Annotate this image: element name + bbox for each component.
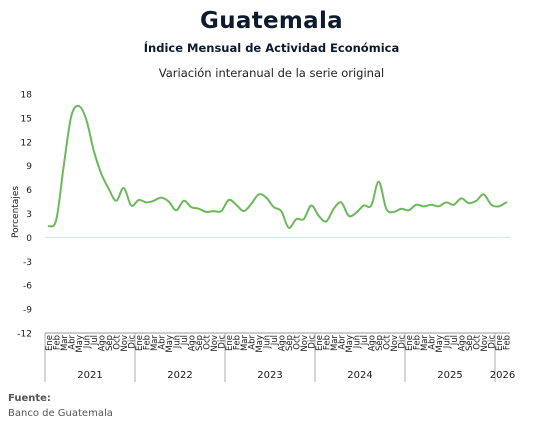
x-tick-label: Sep	[285, 335, 295, 351]
x-tick-label: Ago	[457, 335, 467, 351]
x-tick-label: Sep	[195, 335, 205, 351]
y-tick-label: 15	[21, 114, 32, 124]
x-tick-label: Feb	[412, 335, 422, 350]
y-tick-label: 9	[26, 162, 32, 172]
y-tick-label: 0	[26, 234, 32, 244]
x-tick-label: Ene	[495, 335, 505, 351]
x-tick-label: Jul	[180, 335, 190, 346]
x-tick-label: Oct	[292, 334, 302, 349]
x-tick-label: May	[165, 335, 175, 353]
y-tick-label: 3	[26, 210, 32, 220]
year-label: 2026	[490, 370, 515, 381]
x-tick-label: Ago	[277, 335, 287, 351]
chart-description: Variación interanual de la serie origina…	[158, 66, 385, 80]
x-tick-label: Ene	[135, 335, 145, 351]
x-tick-label: Mar	[330, 335, 340, 352]
x-tick-label: Feb	[52, 335, 62, 350]
x-tick-label: Feb	[142, 335, 152, 350]
y-tick-label: -6	[23, 282, 32, 292]
x-tick-label: Nov	[120, 335, 130, 352]
x-tick-label: Mar	[150, 335, 160, 352]
page-title: Guatemala	[200, 8, 343, 34]
y-tick-label: 18	[21, 91, 33, 101]
x-tick-label: Jun	[262, 335, 272, 349]
x-tick-label: Jul	[450, 335, 460, 346]
x-tick-label: Feb	[502, 335, 512, 350]
x-tick-label: Nov	[480, 335, 490, 352]
year-label: 2024	[347, 370, 372, 381]
x-tick-label: Ago	[97, 335, 107, 351]
x-tick-label: Nov	[210, 335, 220, 352]
x-tick-label: Jun	[172, 335, 182, 349]
year-label: 2022	[167, 370, 192, 381]
y-axis: 18 15 12 9 6 3 0 -3 -6 -9 -12	[17, 91, 32, 340]
x-tick-label: Dic	[127, 335, 137, 349]
x-tick-label: Dic	[397, 335, 407, 349]
x-tick-label: Dic	[487, 335, 497, 349]
x-tick-label: Sep	[105, 335, 115, 351]
y-tick-label: 6	[26, 186, 32, 196]
y-tick-label: -3	[23, 258, 32, 268]
x-tick-label: Ago	[187, 335, 197, 351]
series-group	[47, 104, 508, 229]
year-label: 2023	[257, 370, 282, 381]
x-tick-label: Oct	[202, 334, 212, 349]
x-tick-label: Dic	[217, 335, 227, 349]
x-tick-label: Abr	[427, 335, 437, 350]
x-tick-label: Abr	[67, 335, 77, 350]
source-value: Banco de Guatemala	[8, 408, 113, 419]
x-tick-label: Ene	[225, 335, 235, 351]
x-tick-label: Sep	[375, 335, 385, 351]
x-tick-label: Feb	[232, 335, 242, 350]
x-tick-label: Abr	[157, 335, 167, 350]
x-tick-label: Jun	[352, 335, 362, 349]
x-tick-label: Jul	[270, 335, 280, 346]
x-tick-label: Jul	[90, 335, 100, 346]
x-tick-label: Nov	[300, 335, 310, 352]
y-tick-label: -9	[23, 306, 32, 316]
y-axis-label: Porcentajes	[11, 186, 21, 238]
y-tick-label: 12	[21, 138, 32, 148]
x-tick-label: Jun	[442, 335, 452, 349]
x-tick-label: Oct	[382, 334, 392, 349]
x-tick-label: May	[75, 335, 85, 353]
x-tick-label: Ene	[315, 335, 325, 351]
x-tick-label: May	[345, 335, 355, 353]
x-tick-label: Jun	[82, 335, 92, 349]
x-tick-label: Jul	[360, 335, 370, 346]
x-tick-label: May	[435, 335, 445, 353]
chart-subtitle: Índice Mensual de Actividad Económica	[143, 41, 400, 55]
year-label: 2021	[77, 370, 102, 381]
x-tick-label: Mar	[240, 335, 250, 352]
x-tick-label: Abr	[247, 335, 257, 350]
x-tick-label: Mar	[420, 335, 430, 352]
x-tick-label: Nov	[390, 335, 400, 352]
x-tick-label: Oct	[112, 334, 122, 349]
x-tick-label: May	[255, 335, 265, 353]
x-tick-label: Oct	[472, 334, 482, 349]
source-label: Fuente:	[8, 393, 51, 404]
x-tick-label: Feb	[322, 335, 332, 350]
x-tick-label: Ago	[367, 335, 377, 351]
x-tick-label: Sep	[465, 335, 475, 351]
x-tick-label: Mar	[60, 335, 70, 352]
x-axis: EneFebMarAbrMayJunJulAgoSepOctNovDicEneF…	[44, 332, 515, 382]
x-tick-label: Abr	[337, 335, 347, 350]
x-tick-label: Ene	[405, 335, 415, 351]
year-label: 2025	[437, 370, 462, 381]
series-line	[47, 104, 508, 229]
x-tick-label: Dic	[307, 335, 317, 349]
x-tick-label: Ene	[45, 335, 55, 351]
y-tick-label: -12	[17, 330, 32, 340]
